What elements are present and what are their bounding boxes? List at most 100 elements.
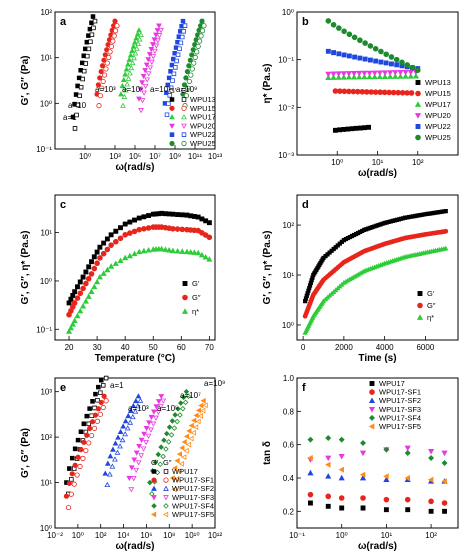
data-point-f [428, 508, 434, 514]
data-point-c [91, 283, 98, 290]
data-point-storage-e [122, 418, 129, 424]
data-point-c [94, 249, 100, 255]
data-point-loss-a [139, 98, 146, 104]
data-point-c [74, 295, 81, 301]
data-point-storage-a [101, 57, 107, 63]
data-point-loss-e [89, 432, 95, 439]
data-point-b [409, 64, 416, 71]
data-point-c [94, 278, 101, 285]
legend-entry-b: WPU13 [425, 78, 451, 87]
data-point-c [108, 242, 114, 248]
data-point-storage-e [130, 402, 137, 409]
data-point-b [361, 70, 368, 77]
data-point-c [127, 219, 133, 225]
legend-marker-filled [169, 140, 175, 147]
legend-marker-filled [151, 485, 157, 491]
data-point-loss-e [74, 472, 80, 478]
data-point-b [340, 71, 347, 77]
data-point-loss-e [89, 413, 94, 419]
data-point-storage-a [184, 68, 190, 75]
legend-entry-e: WPU17-SF4 [172, 501, 214, 510]
data-point-b [383, 60, 389, 66]
data-point-loss-a [177, 46, 182, 52]
data-point-storage-a [180, 18, 186, 24]
data-point-c [77, 279, 83, 285]
x-axis-label-d: Time (s) [358, 353, 396, 364]
data-point-loss-a [77, 93, 82, 99]
data-point-b [388, 54, 395, 60]
data-point-storage-e [66, 480, 72, 486]
data-point-storage-a [142, 68, 149, 74]
legend-marker-open [163, 503, 169, 509]
y-tick-label-e: 10² [40, 433, 52, 442]
data-point-c [71, 317, 78, 324]
data-point-storage-a [129, 47, 135, 54]
x-axis-label-e: ω(rad/s) [115, 541, 154, 552]
data-point-loss-a [188, 72, 194, 78]
data-point-storage-a [126, 56, 133, 62]
data-point-loss-a [174, 58, 179, 64]
data-point-storage-e [188, 422, 194, 429]
data-point-storage-e [120, 423, 127, 429]
data-point-f [441, 500, 448, 506]
data-point-loss-e [168, 432, 175, 438]
data-point-b [335, 74, 342, 80]
data-point-loss-e [86, 440, 92, 446]
data-point-storage-e [183, 388, 190, 395]
data-point-loss-a [133, 45, 140, 51]
legend-header-loss: G″ [181, 86, 190, 95]
data-point-storage-a [119, 82, 126, 89]
data-point-storage-e [87, 406, 92, 411]
data-point-b [345, 74, 353, 80]
data-point-loss-a [83, 61, 89, 66]
data-point-c [146, 213, 152, 218]
data-point-f [428, 455, 435, 461]
data-point-loss-a [78, 84, 84, 90]
legend-marker-d [417, 291, 423, 296]
data-point-loss-a [189, 66, 195, 72]
data-point-c [136, 248, 143, 255]
data-point-storage-e [81, 421, 87, 427]
data-point-b [387, 73, 394, 79]
data-point-d [443, 228, 449, 234]
data-point-storage-e [84, 413, 90, 419]
data-point-f [338, 495, 345, 501]
data-point-loss-e [157, 404, 164, 410]
data-point-c [166, 246, 173, 253]
data-point-f [339, 505, 345, 511]
data-point-b [381, 70, 389, 76]
data-point-c [77, 290, 84, 297]
data-point-b [349, 126, 355, 132]
data-point-c [126, 252, 133, 259]
data-point-storage-e [131, 457, 138, 463]
data-point-c [85, 293, 92, 299]
data-point-storage-e [126, 475, 133, 482]
data-point-c [104, 236, 110, 242]
data-point-loss-a [197, 38, 203, 44]
x-tick-label-c: 20 [65, 343, 74, 352]
data-point-storage-e [141, 431, 147, 437]
data-point-loss-e [103, 398, 109, 404]
data-point-c [85, 275, 92, 282]
data-point-c [83, 269, 89, 275]
x-tick-label-a: 10³ [109, 152, 121, 161]
data-point-c [187, 248, 194, 255]
data-point-loss-e [150, 421, 157, 427]
data-point-c [88, 288, 95, 294]
y-tick-label-a: 10⁻¹ [36, 145, 52, 154]
y-tick-label-c: 10⁰ [40, 277, 52, 286]
data-point-loss-e [65, 504, 72, 511]
y-tick-label-e: 10⁰ [40, 524, 52, 533]
data-point-c [206, 220, 212, 226]
data-point-b [345, 71, 353, 77]
data-point-f [359, 474, 367, 481]
data-point-loss-a [129, 59, 136, 66]
data-point-loss-a [199, 28, 206, 34]
data-point-c [132, 217, 137, 223]
shift-factor-annotation: a=10³ [128, 404, 149, 413]
data-point-c [91, 254, 97, 260]
data-point-loss-a [101, 72, 108, 78]
data-point-loss-e [174, 476, 180, 482]
data-point-b [362, 40, 368, 46]
data-point-c [69, 321, 76, 327]
